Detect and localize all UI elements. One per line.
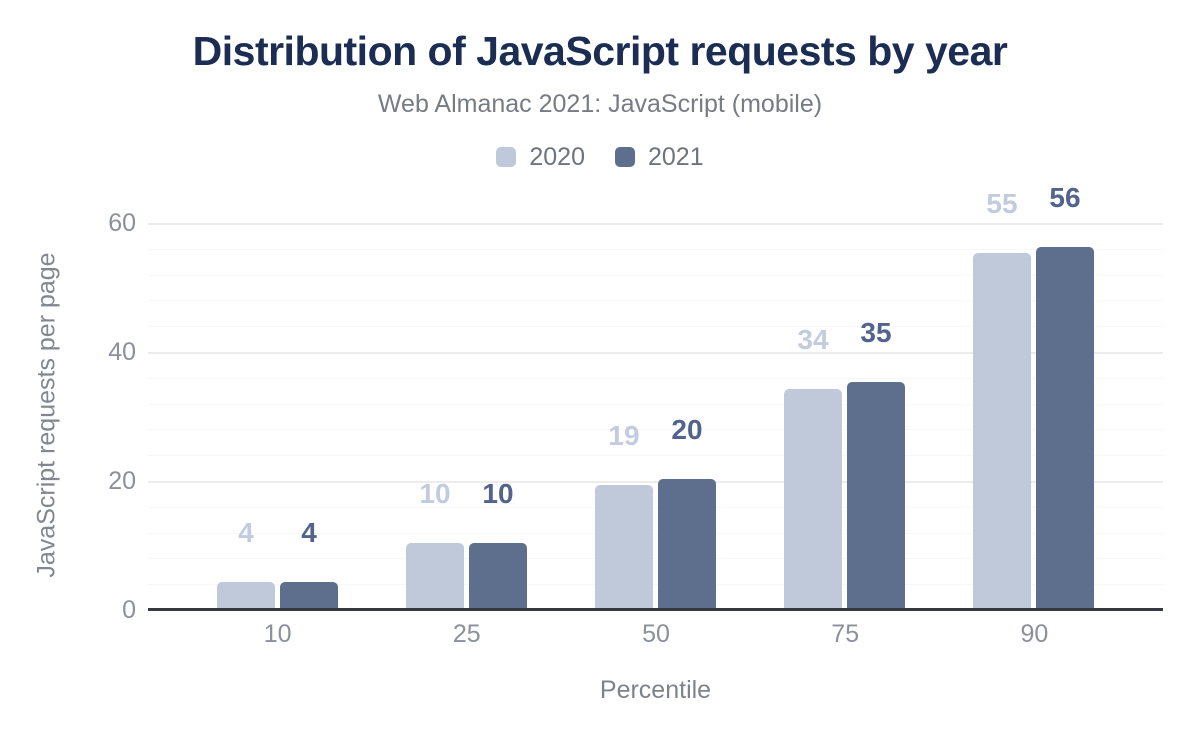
bar-value-label: 10: [482, 478, 514, 509]
x-tick-label: 50: [642, 620, 670, 648]
legend-item-2021[interactable]: 2021: [615, 143, 704, 172]
legend: 2020 2021: [0, 140, 1200, 174]
bar-value-label: 55: [986, 188, 1018, 219]
plot-area: 4 4 10 10 19 20 34 35 55 56: [148, 170, 1163, 611]
chart-title: Distribution of JavaScript requests by y…: [192, 28, 1008, 74]
y-tick-label: 60: [108, 209, 136, 237]
x-axis-ticks: 10 25 50 75 90: [183, 620, 1129, 649]
chart-subtitle: Web Almanac 2021: JavaScript (mobile): [377, 90, 823, 118]
bar-group-p75: 34 35: [750, 170, 939, 608]
major-gridline: [148, 352, 1163, 354]
bar-2021-p25[interactable]: 10: [469, 478, 527, 608]
legend-swatch-icon: [615, 147, 635, 167]
minor-gridline: [148, 506, 1163, 508]
bar-value-label: 19: [608, 420, 640, 451]
bar-group-p25: 10 10: [372, 170, 561, 608]
x-tick-label: 10: [263, 620, 292, 648]
bar-2020-p25[interactable]: 10: [406, 478, 464, 608]
major-gridline: [148, 481, 1163, 483]
y-tick-label: 40: [108, 338, 136, 366]
minor-gridline: [148, 300, 1163, 302]
minor-gridline: [148, 377, 1163, 379]
y-tick-label: 0: [122, 596, 136, 624]
x-axis-title: Percentile: [599, 676, 712, 704]
bar-2021-p90[interactable]: 56: [1036, 182, 1094, 608]
bar-2020-p75[interactable]: 34: [784, 324, 842, 608]
legend-label: 2020: [529, 142, 585, 171]
bar-value-label: 4: [238, 517, 254, 548]
y-tick-label: 20: [108, 467, 136, 495]
minor-gridline: [148, 403, 1163, 405]
bar-groups: 4 4 10 10 19 20 34 35 55 56: [183, 170, 1128, 608]
legend-label: 2021: [648, 142, 704, 171]
y-axis-ticks: 0 20 40 60: [0, 170, 136, 623]
bar-value-label: 56: [1049, 182, 1081, 213]
bar-value-label: 10: [419, 478, 451, 509]
legend-item-2020[interactable]: 2020: [496, 143, 585, 172]
x-tick-label: 25: [452, 620, 481, 648]
bar-2020-p90[interactable]: 55: [973, 188, 1031, 608]
minor-gridline: [148, 558, 1163, 560]
x-tick-label: 90: [1020, 620, 1049, 648]
bar-value-label: 34: [797, 324, 829, 355]
bar-group-p50: 19 20: [561, 170, 750, 608]
minor-gridline: [148, 274, 1163, 276]
minor-gridline: [148, 326, 1163, 328]
minor-gridline: [148, 584, 1163, 586]
minor-gridline: [148, 429, 1163, 431]
bar-group-p90: 55 56: [939, 170, 1128, 608]
bar-value-label: 35: [860, 317, 892, 348]
major-gridline: [148, 223, 1163, 225]
bar-value-label: 20: [671, 414, 703, 445]
bar-value-label: 4: [301, 517, 317, 548]
bar-2021-p50[interactable]: 20: [658, 414, 716, 608]
bar-2021-p10[interactable]: 4: [280, 517, 338, 608]
x-axis-line: [148, 608, 1163, 611]
minor-gridline: [148, 532, 1163, 534]
minor-gridline: [148, 455, 1163, 457]
bar-2020-p10[interactable]: 4: [217, 517, 275, 608]
bar-2020-p50[interactable]: 19: [595, 420, 653, 608]
x-tick-label: 75: [831, 620, 860, 648]
legend-swatch-icon: [496, 147, 517, 167]
bar-2021-p75[interactable]: 35: [847, 317, 905, 608]
minor-gridline: [148, 248, 1163, 250]
